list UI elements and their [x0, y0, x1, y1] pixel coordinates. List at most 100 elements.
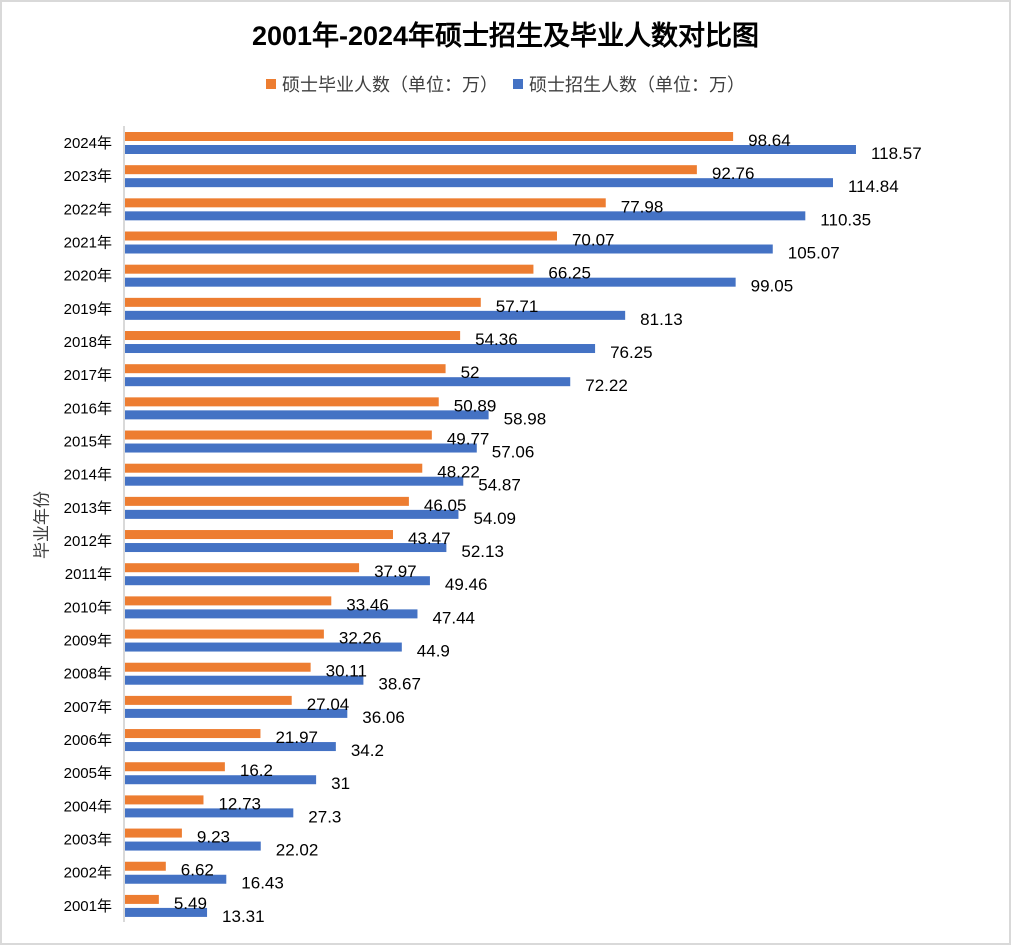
data-label-enrollment: 54.09	[473, 509, 516, 528]
data-label-enrollment: 22.02	[276, 841, 319, 860]
category-label: 2016年	[64, 400, 112, 417]
bar-enrollment	[125, 675, 364, 685]
category-label: 2003年	[64, 832, 112, 849]
data-label-enrollment: 47.44	[432, 608, 475, 627]
category-label: 2019年	[64, 301, 112, 318]
bar-graduates	[125, 596, 332, 606]
data-label-graduates: 50.89	[454, 396, 497, 415]
data-label-graduates: 30.11	[326, 662, 367, 681]
bar-graduates	[125, 397, 439, 407]
category-label: 2022年	[64, 201, 112, 218]
legend-swatch-enrollment	[513, 79, 523, 89]
data-label-enrollment: 27.3	[308, 807, 341, 826]
data-label-enrollment: 118.57	[871, 144, 922, 163]
data-label-graduates: 54.36	[475, 330, 518, 349]
bar-graduates	[125, 231, 557, 241]
bar-enrollment	[125, 907, 208, 917]
bar-graduates	[125, 530, 393, 540]
data-label-graduates: 37.97	[374, 562, 417, 581]
bar-graduates	[125, 662, 311, 672]
data-label-enrollment: 36.06	[362, 708, 405, 727]
category-label: 2018年	[64, 334, 112, 351]
bar-graduates	[125, 264, 534, 274]
bar-graduates	[125, 861, 166, 871]
data-label-graduates: 46.05	[424, 496, 467, 515]
data-label-enrollment: 76.25	[610, 343, 653, 362]
bar-graduates	[125, 364, 446, 374]
legend-item-graduates: 硕士毕业人数（单位：万）	[265, 71, 498, 97]
bar-enrollment	[125, 808, 294, 818]
legend-item-enrollment: 硕士招生人数（单位：万）	[513, 71, 745, 97]
data-label-enrollment: 114.84	[848, 177, 899, 196]
bar-graduates	[125, 496, 409, 506]
bar-graduates	[125, 762, 225, 772]
labels-group: 2024年 98.64 118.57 2023年 92.76 114.84 2022年 77.…	[64, 131, 922, 926]
category-label: 2024年	[64, 135, 112, 152]
data-label-enrollment: 52.13	[461, 542, 504, 561]
data-label-graduates: 98.64	[748, 131, 791, 150]
bar-enrollment	[125, 244, 773, 254]
bar-enrollment	[125, 874, 227, 884]
data-label-enrollment: 13.31	[222, 907, 265, 926]
data-label-graduates: 32.26	[339, 629, 382, 648]
category-label: 2010年	[64, 599, 112, 616]
legend-label-graduates: 硕士毕业人数（单位：万）	[281, 75, 498, 95]
category-label: 2012年	[64, 533, 112, 550]
data-label-graduates: 66.25	[548, 264, 591, 283]
bar-enrollment	[125, 509, 459, 519]
data-label-enrollment: 57.06	[492, 443, 535, 462]
data-label-graduates: 49.77	[447, 430, 490, 449]
chart-title: 2001年-2024年硕士招生及毕业人数对比图	[251, 21, 760, 51]
bar-enrollment	[125, 476, 464, 486]
bar-graduates	[125, 430, 432, 440]
category-label: 2020年	[64, 268, 112, 285]
category-label: 2005年	[64, 765, 112, 782]
data-label-graduates: 92.76	[712, 164, 755, 183]
bar-enrollment	[125, 576, 430, 586]
data-label-graduates: 52	[461, 363, 480, 382]
bar-graduates	[125, 198, 606, 208]
bar-graduates	[125, 297, 481, 307]
category-label: 2015年	[64, 434, 112, 451]
category-label: 2004年	[64, 798, 112, 815]
category-label: 2008年	[64, 666, 112, 683]
data-label-enrollment: 72.22	[585, 376, 628, 395]
bar-enrollment	[125, 775, 317, 785]
bar-graduates	[125, 629, 324, 639]
data-label-enrollment: 105.07	[788, 244, 840, 263]
bar-enrollment	[125, 277, 736, 287]
bar-graduates	[125, 331, 461, 341]
bar-enrollment	[125, 543, 447, 553]
data-label-graduates: 33.46	[346, 595, 389, 614]
bar-enrollment	[125, 443, 477, 453]
data-label-graduates: 77.98	[621, 197, 664, 216]
category-label: 2023年	[64, 168, 112, 185]
data-label-graduates: 57.71	[496, 297, 539, 316]
bar-enrollment	[125, 742, 336, 752]
data-label-enrollment: 49.46	[445, 575, 488, 594]
bar-enrollment	[125, 377, 571, 387]
bar-graduates	[125, 165, 697, 175]
data-label-graduates: 9.23	[197, 828, 230, 847]
category-label: 2007年	[64, 699, 112, 716]
data-label-enrollment: 58.98	[504, 409, 547, 428]
data-label-graduates: 6.62	[181, 861, 214, 880]
category-label: 2014年	[64, 467, 112, 484]
bar-enrollment	[125, 642, 402, 652]
data-label-enrollment: 81.13	[640, 310, 683, 329]
category-label: 2002年	[64, 865, 112, 882]
data-label-enrollment: 31	[331, 774, 350, 793]
bar-enrollment	[125, 708, 348, 718]
data-label-graduates: 70.07	[572, 231, 615, 250]
data-label-graduates: 16.2	[240, 761, 273, 780]
bar-graduates	[125, 894, 159, 904]
bar-enrollment	[125, 145, 856, 154]
data-label-graduates: 27.04	[307, 695, 350, 714]
bar-enrollment	[125, 841, 261, 851]
data-label-enrollment: 16.43	[241, 874, 284, 893]
bars-group	[125, 132, 856, 917]
bar-graduates	[125, 132, 734, 141]
data-label-enrollment: 110.35	[820, 210, 871, 229]
data-label-enrollment: 44.9	[417, 642, 450, 661]
